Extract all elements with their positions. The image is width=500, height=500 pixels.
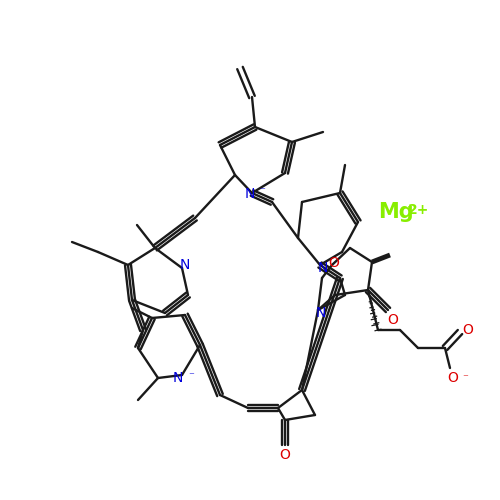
Text: O: O	[448, 371, 458, 385]
Text: N: N	[180, 258, 190, 272]
Text: O: O	[280, 448, 290, 462]
Text: N: N	[245, 187, 255, 201]
Text: ⁻: ⁻	[188, 371, 194, 381]
Text: O: O	[388, 313, 398, 327]
Text: 2+: 2+	[408, 203, 430, 217]
Text: O: O	[462, 323, 473, 337]
Text: N: N	[316, 306, 326, 320]
Text: N: N	[173, 371, 183, 385]
Text: ⁻: ⁻	[462, 373, 468, 383]
Text: O: O	[328, 256, 340, 270]
Text: ⁻: ⁻	[259, 186, 265, 196]
Text: Mg: Mg	[378, 202, 414, 222]
Text: N: N	[318, 261, 328, 275]
